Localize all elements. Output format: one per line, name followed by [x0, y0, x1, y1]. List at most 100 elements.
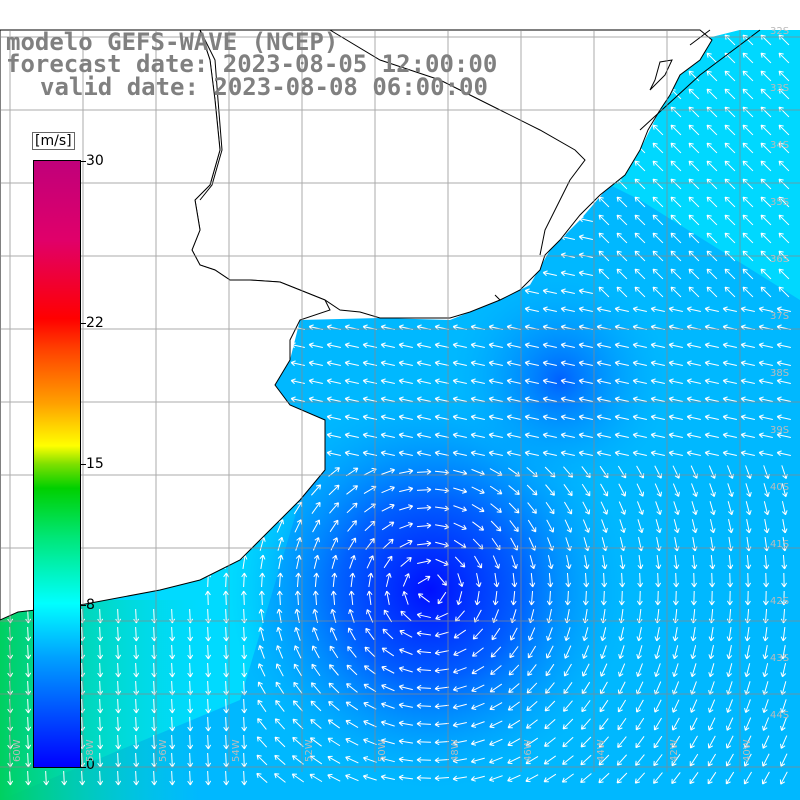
wind-arrow	[398, 450, 413, 457]
wind-arrow	[471, 665, 485, 675]
wind-arrow	[724, 142, 736, 154]
wind-arrow	[434, 450, 449, 457]
wind-arrow	[509, 646, 519, 659]
wind-arrow	[745, 572, 752, 588]
wind-arrow	[187, 698, 194, 714]
wind-arrow	[398, 360, 413, 367]
wind-arrow	[205, 734, 212, 750]
wind-arrow	[488, 396, 503, 403]
wind-arrow	[399, 522, 413, 529]
wind-arrow	[671, 753, 681, 767]
wind-arrow	[688, 232, 700, 244]
wind-arrow	[169, 734, 176, 750]
wind-arrow	[398, 738, 413, 745]
wind-arrow	[506, 360, 521, 367]
wind-arrow	[456, 591, 463, 606]
wind-arrow	[205, 644, 212, 660]
wind-arrow	[257, 681, 266, 695]
wind-arrow	[617, 699, 627, 713]
wind-arrow	[691, 501, 698, 516]
colorbar-tick-label: 0	[86, 757, 95, 773]
wind-arrow	[349, 555, 356, 569]
wind-arrow	[636, 645, 643, 660]
wind-arrow	[578, 432, 593, 439]
wind-arrow	[382, 628, 394, 640]
wind-arrow	[308, 360, 323, 367]
wind-arrow	[434, 360, 449, 367]
wind-arrow	[724, 70, 736, 82]
wind-arrow	[704, 432, 719, 439]
wind-arrow	[704, 360, 719, 367]
wind-arrow	[598, 754, 610, 766]
wind-arrow	[507, 701, 520, 711]
wind-arrow	[345, 701, 359, 711]
wind-arrow	[780, 645, 787, 660]
wind-arrow	[763, 554, 770, 570]
wind-arrow	[348, 590, 355, 606]
wind-arrow	[650, 378, 665, 385]
colorbar-tick-label: 22	[86, 314, 104, 331]
wind-arrow	[560, 432, 575, 439]
wind-arrow	[742, 88, 754, 100]
wind-arrow	[452, 342, 467, 349]
wind-arrow	[686, 396, 701, 403]
wind-arrow	[688, 196, 700, 208]
wind-arrow	[381, 684, 395, 692]
wind-arrow	[471, 486, 485, 495]
wind-arrow	[434, 396, 449, 403]
wind-arrow	[670, 106, 682, 118]
wind-arrow	[309, 737, 322, 747]
wind-arrow	[313, 572, 320, 588]
wind-arrow	[151, 770, 158, 786]
wind-arrow	[452, 757, 467, 764]
wind-arrow	[385, 572, 392, 587]
wind-arrow	[762, 645, 769, 660]
colorbar-tick-mark	[80, 464, 86, 465]
wind-arrow	[524, 396, 539, 403]
wind-arrow	[398, 396, 413, 403]
wind-arrow	[778, 106, 790, 118]
wind-arrow	[560, 414, 575, 421]
wind-arrow	[380, 720, 395, 727]
wind-arrow	[672, 663, 679, 678]
lat-label: 39S	[770, 425, 790, 436]
wind-arrow	[381, 468, 395, 475]
wind-arrow	[670, 196, 682, 208]
wind-arrow	[616, 232, 628, 244]
wind-arrow	[688, 124, 700, 136]
wind-arrow	[434, 378, 449, 385]
wind-arrow	[258, 590, 265, 606]
wind-arrow	[744, 590, 751, 606]
wind-arrow	[706, 70, 718, 82]
wind-arrow	[471, 504, 485, 513]
wind-arrow	[452, 450, 467, 457]
wind-arrow	[524, 378, 539, 385]
wind-arrow	[526, 484, 538, 496]
wind-arrow	[545, 484, 555, 496]
wind-arrow	[614, 432, 629, 439]
wind-arrow	[654, 483, 662, 497]
wind-arrow	[363, 738, 377, 746]
wind-arrow	[704, 378, 719, 385]
wind-arrow	[488, 342, 503, 349]
wind-arrow	[655, 501, 662, 515]
wind-arrow	[381, 521, 395, 531]
wind-arrow	[655, 519, 662, 534]
wind-arrow	[689, 717, 698, 731]
wind-arrow	[743, 735, 752, 749]
wind-arrow	[724, 88, 736, 100]
wind-arrow	[562, 755, 574, 765]
wind-arrow	[670, 160, 682, 172]
wind-arrow	[363, 756, 377, 763]
wind-arrow	[490, 646, 502, 658]
wind-arrow	[781, 483, 788, 498]
wind-arrow	[543, 773, 557, 783]
wind-arrow	[115, 644, 122, 660]
wind-arrow	[222, 590, 229, 606]
wind-arrow	[708, 645, 715, 660]
wind-arrow	[290, 360, 305, 367]
wind-arrow	[632, 432, 647, 439]
wind-arrow	[367, 572, 374, 587]
wind-arrow	[581, 483, 591, 497]
wind-arrow	[745, 519, 752, 534]
